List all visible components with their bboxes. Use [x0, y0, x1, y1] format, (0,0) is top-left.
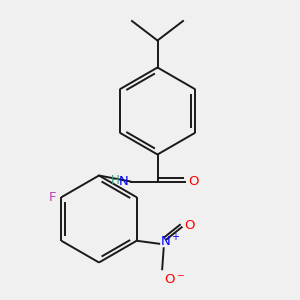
Text: +: + [171, 232, 178, 242]
Text: O: O [188, 175, 199, 188]
Text: H: H [111, 173, 120, 187]
Text: O$^-$: O$^-$ [164, 273, 185, 286]
Text: F: F [48, 191, 56, 204]
Text: N: N [161, 235, 170, 248]
Text: N: N [119, 175, 129, 188]
Text: O: O [184, 219, 195, 232]
